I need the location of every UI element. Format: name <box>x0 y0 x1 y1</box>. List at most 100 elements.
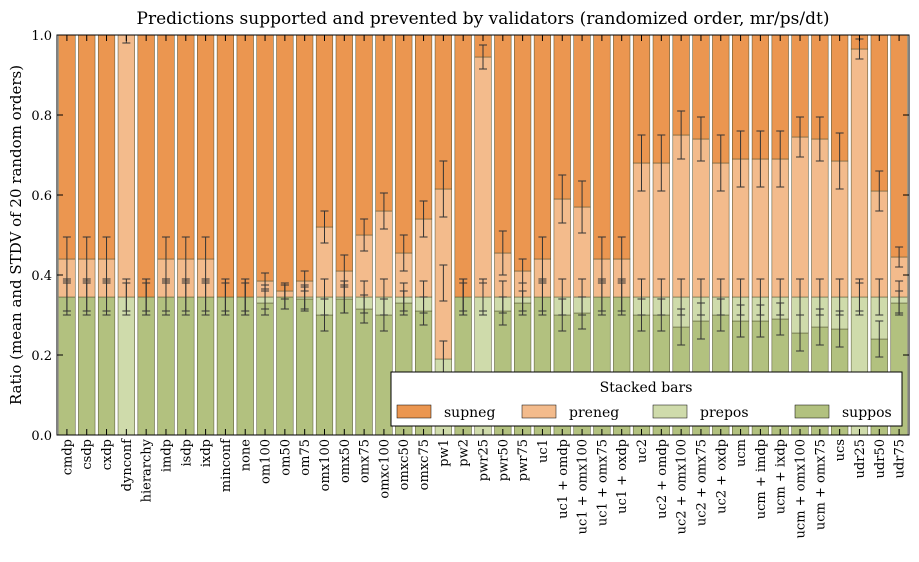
error-bar <box>379 192 388 230</box>
x-tick-label: omx50 <box>338 439 353 483</box>
y-tick-label: 0.2 <box>31 349 52 364</box>
error-bar <box>280 282 289 300</box>
x-tick-label: om75 <box>298 439 313 476</box>
legend-label-preneg: preneg <box>569 405 619 421</box>
x-tick-label: omx75 <box>358 439 373 483</box>
x-tick-label: dynconf <box>120 438 135 492</box>
bar-supneg <box>58 34 76 260</box>
bar-supneg <box>890 34 908 258</box>
y-tick-label: 0.8 <box>31 109 52 124</box>
error-bar <box>62 236 71 282</box>
error-bar <box>498 230 507 276</box>
x-tick-label: cmdp <box>60 439 75 475</box>
bar-preneg <box>791 136 809 298</box>
legend-entry-suppos: suppos <box>794 404 892 421</box>
x-tick-label: uc2 + oxdp <box>714 439 729 514</box>
bar-supneg <box>97 34 116 260</box>
x-tick-label: ixdp <box>199 439 214 467</box>
bar-suppos <box>256 302 274 436</box>
error-bar <box>657 134 666 192</box>
bar-supneg <box>613 34 631 260</box>
error-bar <box>875 320 884 358</box>
axes-layer: 0.0 0.2 0.4 0.6 0.8 1.0 cmdp csdp cxdp dynconf hie… <box>31 29 909 538</box>
x-tick-label: uc1 + omdp <box>556 439 571 519</box>
error-bar <box>835 278 844 316</box>
bar-supneg <box>870 34 888 192</box>
bar-supneg <box>177 34 195 260</box>
x-tick-label: uc1 + omx75 <box>595 439 610 526</box>
bar-suppos <box>335 298 353 436</box>
legend-label-supneg: supneg <box>444 405 495 421</box>
bar-supneg <box>593 34 611 260</box>
bar-supneg <box>335 34 353 272</box>
x-tick-label: pwr75 <box>516 439 531 481</box>
bar-preneg <box>811 138 829 298</box>
error-bar <box>479 44 487 70</box>
x-tick-label: ucm + imdp <box>754 439 769 519</box>
bar-preneg <box>850 48 869 298</box>
legend-swatch-suppos <box>794 404 830 419</box>
bar-suppos <box>97 296 116 436</box>
bar-suppos <box>296 298 314 436</box>
x-tick-label: omxc75 <box>417 439 432 490</box>
bar-suppos <box>276 296 294 436</box>
bar-supneg <box>197 34 215 260</box>
bar-supneg <box>454 34 472 298</box>
x-tick-label: omxc50 <box>397 439 412 490</box>
error-bar <box>419 200 428 238</box>
error-bar <box>320 210 329 244</box>
error-bar <box>736 130 745 188</box>
x-tick-label: none <box>239 439 254 472</box>
legend-title: Stacked bars <box>600 380 693 396</box>
error-bar <box>796 116 805 158</box>
error-bar <box>875 278 884 316</box>
x-tick-label: om100 <box>259 439 274 484</box>
x-tick-label: ucm <box>734 439 749 467</box>
bar-supneg <box>395 34 413 254</box>
bar-supneg <box>514 34 532 272</box>
error-bar <box>716 278 725 316</box>
x-tick-label: pwr50 <box>496 439 511 481</box>
bar-supneg <box>276 34 294 292</box>
bar-prepos <box>117 296 135 436</box>
bar-suppos <box>375 314 393 436</box>
bar-supneg <box>157 34 175 260</box>
x-tick-label: uc1 + omx100 <box>576 439 591 534</box>
y-tick-label: 0.4 <box>31 269 52 284</box>
bar-suppos <box>177 296 195 436</box>
x-tick-label: uc1 + oxdp <box>615 439 630 514</box>
error-bar <box>320 278 329 316</box>
legend-entry-preneg: preneg <box>521 404 619 421</box>
error-bar <box>340 254 349 288</box>
y-tick-label: 0.6 <box>31 189 52 204</box>
x-tick-label: uc2 + omdp <box>655 439 670 519</box>
legend-entries: supneg preneg prepos suppos <box>396 404 892 421</box>
x-tick-label: pw1 <box>437 439 452 467</box>
error-bar <box>637 278 646 316</box>
error-bar <box>815 116 824 162</box>
bar-supneg <box>315 34 334 228</box>
error-bar <box>617 236 626 282</box>
legend-swatch-prepos <box>652 404 688 419</box>
y-axis-label: Ratio (mean and STDV of 20 random orders… <box>7 65 25 405</box>
x-tick-label: udr25 <box>853 439 868 478</box>
legend-label-suppos: suppos <box>842 405 892 421</box>
x-tick-label: ucm + omx75 <box>813 439 828 530</box>
x-tick-label: uc1 <box>536 439 551 463</box>
x-tick-label: cxdp <box>100 439 115 470</box>
error-bar <box>379 278 388 316</box>
error-bar <box>300 270 309 292</box>
error-bar <box>657 278 666 316</box>
bar-suppos <box>355 308 373 436</box>
error-bar <box>479 278 487 316</box>
x-tick-label: uc2 + omx100 <box>675 439 690 534</box>
bar-preneg <box>692 138 710 298</box>
x-tick-label: omx100 <box>318 439 333 491</box>
error-bar <box>696 116 705 162</box>
error-bar <box>637 134 646 192</box>
error-bar <box>736 278 745 316</box>
error-bar <box>756 130 765 188</box>
legend-entry-prepos: prepos <box>652 404 749 421</box>
bar-suppos <box>157 296 175 436</box>
